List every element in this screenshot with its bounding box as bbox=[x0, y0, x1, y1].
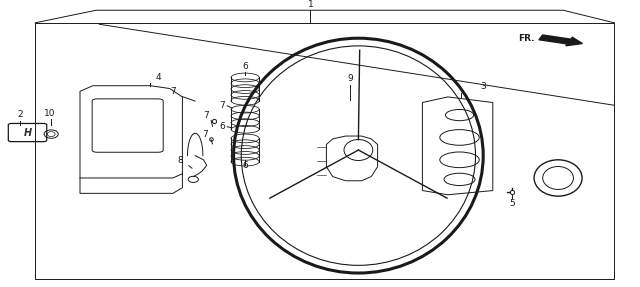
Text: 1: 1 bbox=[308, 0, 313, 9]
Text: 6: 6 bbox=[220, 122, 225, 131]
Text: 4: 4 bbox=[156, 73, 161, 82]
Text: 5: 5 bbox=[509, 199, 515, 208]
Text: 8: 8 bbox=[178, 156, 183, 165]
FancyArrow shape bbox=[539, 35, 582, 46]
Text: FR.: FR. bbox=[518, 34, 534, 43]
Text: 6: 6 bbox=[243, 62, 248, 71]
Text: 7: 7 bbox=[202, 130, 208, 139]
Text: 7: 7 bbox=[220, 101, 225, 110]
Text: 7: 7 bbox=[170, 86, 175, 96]
Text: 10: 10 bbox=[44, 109, 56, 118]
Text: 9: 9 bbox=[348, 75, 353, 84]
Text: H: H bbox=[24, 128, 31, 138]
Text: 6: 6 bbox=[243, 161, 248, 170]
Text: 3: 3 bbox=[481, 82, 486, 91]
Text: 2: 2 bbox=[18, 110, 23, 119]
Text: 7: 7 bbox=[204, 111, 209, 120]
